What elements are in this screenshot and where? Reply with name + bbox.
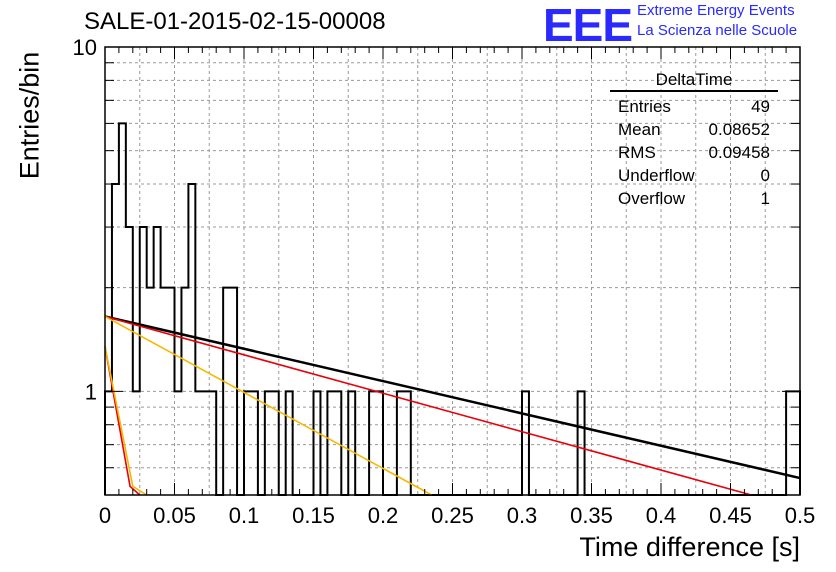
histogram-bin [244, 391, 251, 495]
grid-lines [105, 47, 800, 495]
x-axis-label: Time difference [s] [579, 532, 800, 562]
stats-value: 1 [760, 189, 770, 208]
stats-row-rms: RMS 0.09458 [610, 141, 778, 164]
y-tick-labels: 1 10 [73, 35, 97, 404]
histogram-bin [522, 391, 529, 495]
histogram-bin [147, 288, 154, 495]
histogram-bin [175, 391, 182, 495]
histogram-bin [376, 391, 383, 495]
x-tick-label: 0.1 [229, 503, 260, 528]
stats-row-mean: Mean 0.08652 [610, 118, 778, 141]
histogram-bin [161, 288, 168, 495]
x-tick-label: 0.45 [709, 503, 752, 528]
x-tick-label: 0.3 [507, 503, 538, 528]
histogram-bin [223, 288, 230, 495]
histogram-bin [133, 391, 140, 495]
x-tick-labels: 0 0.05 0.1 0.15 0.2 0.25 0.3 0.35 0.4 0.45 0.5 [99, 503, 815, 528]
stats-value: 0.09458 [708, 143, 770, 162]
histogram-bin [348, 391, 355, 495]
histogram-bin [286, 391, 293, 495]
histogram-bin [369, 391, 376, 495]
histogram-bin [327, 391, 334, 495]
chart-title: SALE-01-2015-02-15-00008 [84, 8, 386, 35]
y-tick-label: 1 [85, 379, 97, 404]
x-tick-label: 0.35 [570, 503, 613, 528]
fit-line [104, 346, 148, 496]
x-tick-label: 0 [99, 503, 111, 528]
stats-value: 49 [751, 97, 770, 116]
stats-label: Underflow [618, 166, 695, 185]
x-tick-label: 0.2 [368, 503, 399, 528]
logo-line-1: Extreme Energy Events [637, 2, 795, 19]
histogram-bin [578, 391, 585, 495]
logo-line-2: La Scienza nelle Scuole [637, 22, 798, 39]
stats-row-overflow: Overflow 1 [610, 187, 778, 210]
stats-label: RMS [618, 143, 656, 162]
fit-line [104, 315, 433, 496]
fit-lines [104, 315, 801, 496]
histogram-bin [168, 288, 175, 495]
histogram-bin [209, 391, 216, 495]
eee-logo: EEE [543, 0, 633, 51]
y-axis-label: Entries/bin [14, 51, 45, 180]
stats-value: 0 [760, 166, 770, 185]
histogram-bin [202, 391, 209, 495]
stats-label: Mean [618, 120, 661, 139]
stats-value: 0.08652 [708, 120, 770, 139]
x-tick-label: 0.4 [646, 503, 677, 528]
stats-label: Overflow [618, 189, 686, 208]
histogram-bin [154, 227, 161, 495]
x-tick-label: 0.5 [785, 503, 816, 528]
histogram-bin [112, 184, 119, 495]
histogram-bin [272, 391, 279, 495]
histogram-bin [181, 288, 188, 495]
histogram-bin [195, 391, 202, 495]
histogram-bin [140, 227, 147, 495]
y-tick-label: 10 [73, 35, 97, 60]
histogram-bin [404, 391, 411, 495]
stats-box: DeltaTime Entries 49 Mean 0.08652 RMS 0.… [610, 70, 778, 210]
histogram-bin [230, 288, 237, 495]
histogram-bin [251, 391, 258, 495]
x-tick-label: 0.25 [431, 503, 474, 528]
histogram-bin [314, 391, 321, 495]
fit-line [104, 315, 801, 480]
x-tick-label: 0.15 [292, 503, 335, 528]
fit-line [104, 315, 752, 496]
axes [104, 46, 801, 496]
stats-row-underflow: Underflow 0 [610, 164, 778, 187]
x-tick-label: 0.05 [153, 503, 196, 528]
stats-title: DeltaTime [610, 70, 778, 92]
stats-label: Entries [618, 97, 671, 116]
fit-line [104, 346, 141, 496]
stats-row-entries: Entries 49 [610, 95, 778, 118]
